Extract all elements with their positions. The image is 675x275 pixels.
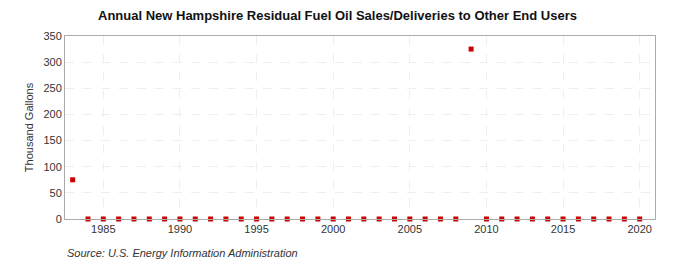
svg-text:Thousand Gallons: Thousand Gallons xyxy=(23,82,35,172)
svg-text:100: 100 xyxy=(43,161,61,173)
svg-text:1990: 1990 xyxy=(168,223,192,235)
svg-text:Annual New Hampshire Residual: Annual New Hampshire Residual Fuel Oil S… xyxy=(98,8,577,23)
svg-text:2010: 2010 xyxy=(474,223,498,235)
svg-text:2015: 2015 xyxy=(551,223,575,235)
svg-text:1985: 1985 xyxy=(91,223,115,235)
svg-text:50: 50 xyxy=(50,187,62,199)
svg-text:Source: U.S. Energy Informatio: Source: U.S. Energy Information Administ… xyxy=(67,247,298,259)
svg-text:0: 0 xyxy=(56,213,62,225)
svg-text:2005: 2005 xyxy=(398,223,422,235)
svg-text:250: 250 xyxy=(43,82,61,94)
svg-text:2020: 2020 xyxy=(627,223,651,235)
svg-text:300: 300 xyxy=(43,56,61,68)
svg-text:200: 200 xyxy=(43,108,61,120)
svg-text:2000: 2000 xyxy=(321,223,345,235)
svg-text:1995: 1995 xyxy=(244,223,268,235)
svg-text:150: 150 xyxy=(43,134,61,146)
svg-text:350: 350 xyxy=(43,30,61,42)
